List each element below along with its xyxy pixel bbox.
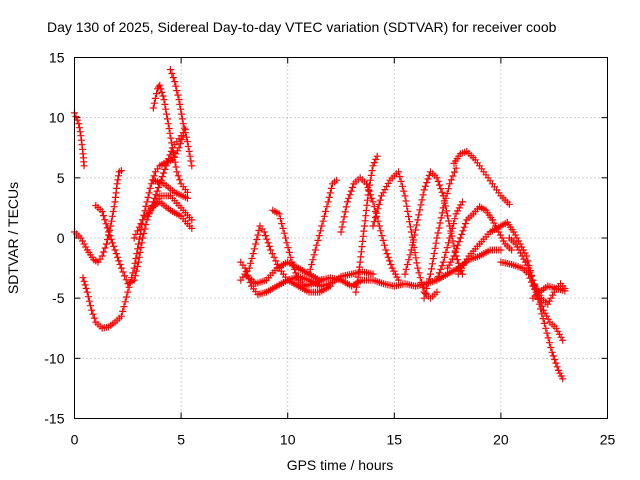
series-arc15 [337,174,403,284]
series-arc13 [269,206,326,290]
series-markers [420,164,460,302]
series-markers [531,280,569,308]
series-arc24 [497,258,567,344]
series-markers [337,174,403,284]
series-arc1 [71,109,88,170]
axis-ticks [74,57,608,419]
series-markers [237,222,334,296]
y-tick-label: -10 [44,350,64,366]
plot-frame [74,57,608,419]
series-arc6 [166,66,196,170]
series-markers [505,234,541,296]
x-tick-label: 15 [387,432,403,448]
y-tick-label: -15 [44,411,64,427]
x-tick-labels: 0 5 10 15 20 25 [71,432,616,448]
series-markers [149,176,191,202]
series-markers [433,198,466,284]
y-tick-label: 0 [57,230,65,246]
series-arc25 [505,234,541,296]
series-arc19 [420,164,460,302]
series-arc16 [352,152,381,296]
x-tick-label: 0 [71,432,79,448]
series-markers [352,152,381,296]
series-markers [79,132,187,332]
series-arc8 [145,192,196,224]
series-arc14 [305,176,341,278]
series-markers [450,147,513,208]
y-tick-label: -5 [52,290,65,306]
series-arc3 [79,132,187,332]
series-arc9 [149,176,191,202]
y-tick-label: 10 [49,110,65,126]
y-tick-label: 15 [49,50,65,66]
series-markers [71,109,88,170]
x-tick-label: 25 [600,432,616,448]
x-axis-label: GPS time / hours [287,457,394,473]
y-axis-label: SDTVAR / TECUs [5,182,21,294]
series-markers [149,81,191,196]
x-tick-label: 5 [177,432,185,448]
series-arc27 [531,280,569,308]
series-arc5 [149,81,191,196]
series-arc11 [237,222,334,296]
data-points [71,66,569,383]
series-markers [145,192,196,224]
grid-lines [74,57,608,419]
series-markers [269,206,326,290]
y-tick-labels: -15 -10 -5 0 5 10 15 [44,50,64,427]
series-markers [369,168,441,302]
x-tick-label: 20 [493,432,509,448]
series-arc17 [369,168,441,302]
series-arc20 [433,198,466,284]
series-markers [497,258,567,344]
series-markers [166,66,196,170]
chart-title: Day 130 of 2025, Sidereal Day-to-day VTE… [47,19,557,35]
series-markers [305,176,341,278]
series-arc22 [450,147,513,208]
x-tick-label: 10 [280,432,296,448]
y-tick-label: 5 [57,170,65,186]
